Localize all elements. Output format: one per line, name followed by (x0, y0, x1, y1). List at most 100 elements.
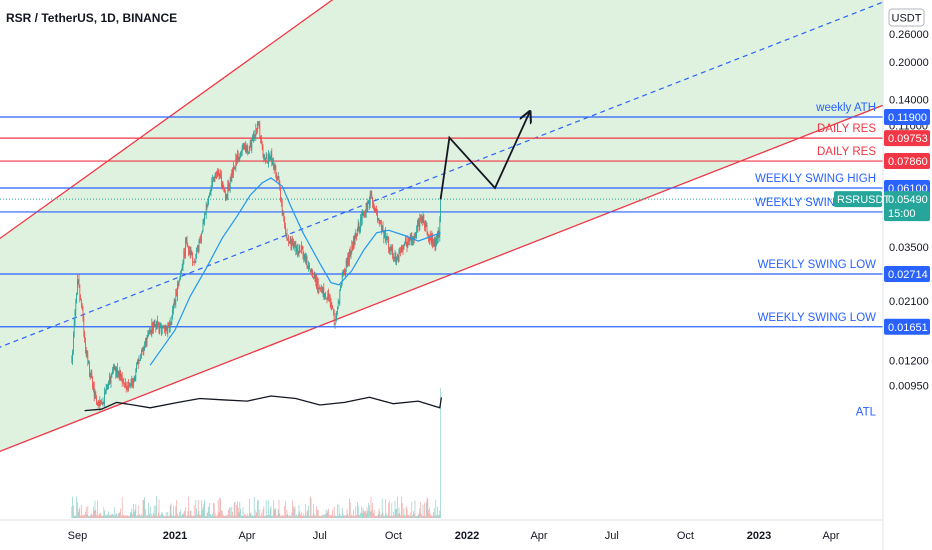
volume-bar (249, 498, 250, 518)
candle-body (125, 383, 127, 389)
volume-bar (429, 513, 431, 518)
candle-body (87, 354, 89, 364)
volume-bar (380, 515, 381, 518)
volume-bar (93, 510, 95, 518)
candle-body (368, 201, 369, 202)
currency-label[interactable]: USDT (892, 13, 922, 25)
candle-body (312, 272, 313, 278)
x-tick-label: Apr (822, 530, 839, 542)
candle-body (137, 361, 138, 365)
volume-bar (277, 509, 279, 518)
volume-bar (402, 515, 404, 518)
volume-bar (343, 515, 345, 518)
candle-body (433, 240, 435, 244)
candle-body (219, 173, 221, 177)
volume-bar (132, 514, 133, 518)
volume-bar (220, 498, 221, 518)
candle-body (234, 167, 236, 169)
volume-bar (185, 506, 186, 518)
level-label: DAILY RES (817, 146, 876, 158)
candle-body (324, 293, 325, 298)
candle-body (79, 284, 81, 300)
candle-body (161, 325, 162, 335)
volume-bar (284, 505, 285, 518)
candle-body (328, 292, 329, 298)
candle-body (166, 327, 168, 334)
symbol-badge[interactable]: RSRUSDT (834, 191, 890, 208)
last-price-badge[interactable]: 0.05490 15:00 (884, 191, 930, 222)
projection-arrow[interactable] (439, 113, 530, 200)
candle-body (317, 281, 318, 289)
volume-bar (113, 515, 114, 518)
candle-body (258, 124, 260, 126)
candle-body (345, 261, 347, 272)
level-badge[interactable]: 0.07860 (884, 153, 930, 170)
level-badge-bg (884, 109, 930, 125)
volume-bar (94, 500, 96, 518)
candle-body (424, 224, 425, 228)
volume-bar (217, 499, 219, 518)
candle-body (227, 184, 229, 198)
channel-midline[interactable] (0, 0, 932, 355)
volume-bar (165, 516, 166, 518)
candle-body (341, 284, 342, 286)
candle-body (81, 304, 83, 310)
candle-body (436, 234, 437, 243)
volume-bar (156, 496, 157, 518)
volume-bar (409, 512, 411, 518)
candle-body (149, 331, 150, 334)
volume-bar (431, 515, 433, 518)
volume-bar (334, 515, 336, 518)
candle-body (405, 238, 407, 243)
volume-bar (233, 515, 234, 518)
candle-body (401, 246, 403, 250)
channel-upper-line[interactable] (0, 0, 932, 253)
level-badge[interactable]: 0.01651 (884, 318, 930, 335)
volume-bar (259, 509, 261, 518)
candle-body (321, 287, 322, 290)
volume-bar (147, 515, 149, 518)
candle-body (331, 306, 333, 308)
volume-bar (200, 515, 201, 518)
candle-body (213, 178, 215, 180)
currency-selector[interactable]: USDT (888, 8, 925, 27)
volume-bar (212, 513, 213, 518)
candle-body (196, 247, 197, 255)
volume-bar (243, 515, 245, 518)
channel-lower-line[interactable] (0, 59, 932, 459)
level-badge[interactable]: 0.02714 (884, 265, 930, 282)
volume-bar (157, 512, 159, 518)
candle-body (285, 226, 286, 234)
y-tick-label: 0.00950 (889, 380, 929, 392)
volume-bar (389, 515, 391, 518)
volume-bar (181, 514, 183, 518)
candle-body (391, 247, 393, 251)
volume-bar (407, 515, 409, 518)
moving-average-line[interactable] (149, 177, 441, 366)
volume-bar (135, 504, 137, 518)
volume-bar (105, 514, 106, 518)
level-label: ATL (856, 406, 877, 418)
candle-body (275, 165, 277, 176)
candle-body (193, 261, 195, 263)
candle-body (355, 233, 357, 235)
volume-bar (92, 515, 93, 518)
candle-body (99, 401, 101, 406)
level-badge[interactable]: 0.09753 (884, 130, 930, 147)
volume-ma-line[interactable] (84, 395, 443, 412)
candle-body (172, 309, 173, 318)
candle-body (216, 175, 217, 177)
volume-bar (360, 512, 361, 518)
candle-body (273, 165, 275, 169)
volume-bar (176, 499, 177, 518)
volume-bar (90, 513, 92, 518)
candle-body (383, 231, 385, 239)
volume-bar (154, 515, 156, 518)
volume-bar (255, 509, 257, 518)
volume-bar (88, 515, 89, 518)
candle-body (363, 212, 365, 214)
candle-body (197, 246, 199, 252)
level-badge[interactable]: 0.11900 (884, 109, 930, 125)
volume-bar (389, 500, 390, 518)
